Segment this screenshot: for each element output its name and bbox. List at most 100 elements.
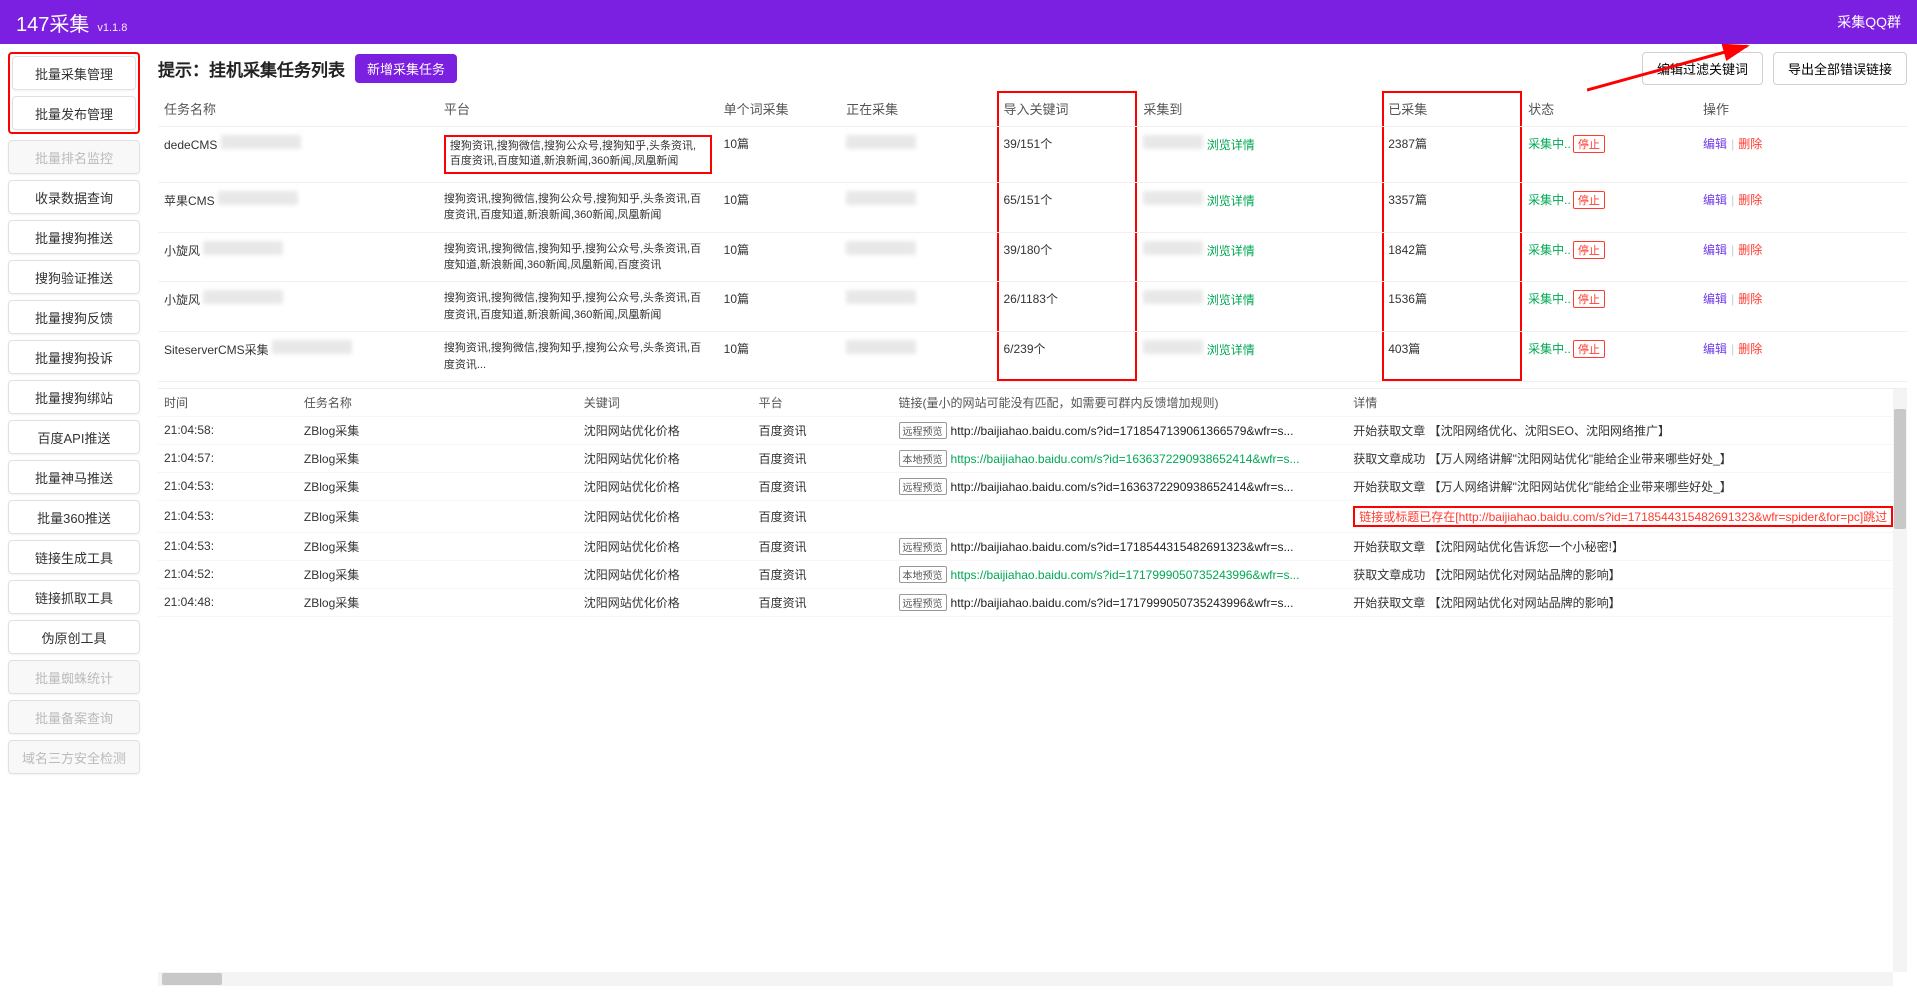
log-keyword: 沈阳网站优化价格 <box>578 560 753 588</box>
cell-collected-count: 403篇 <box>1382 332 1522 382</box>
log-url[interactable]: http://baijiahao.baidu.com/s?id=16363722… <box>951 480 1294 494</box>
sidebar-item[interactable]: 批量搜狗推送 <box>8 220 140 254</box>
sidebar-item[interactable]: 批量搜狗绑站 <box>8 380 140 414</box>
sidebar-item-collect-manage[interactable]: 批量采集管理 <box>12 56 136 90</box>
sidebar-item[interactable]: 批量搜狗投诉 <box>8 340 140 374</box>
sidebar-item[interactable]: 搜狗验证推送 <box>8 260 140 294</box>
sidebar: 批量采集管理 批量发布管理 批量排名监控收录数据查询批量搜狗推送搜狗验证推送批量… <box>0 44 148 994</box>
log-detail-highlight: 链接或标题已存在[http://baijiahao.baidu.com/s?id… <box>1353 506 1893 527</box>
cell-per-word: 10篇 <box>718 232 840 282</box>
app-header: 147采集 v1.1.8 采集QQ群 <box>0 0 1917 44</box>
edit-button[interactable]: 编辑 <box>1703 243 1727 257</box>
task-table: 任务名称 平台 单个词采集 正在采集 导入关键词 采集到 已采集 状态 操作 d… <box>158 91 1907 382</box>
log-url[interactable]: https://baijiahao.baidu.com/s?id=1717999… <box>951 568 1300 582</box>
log-keyword: 沈阳网站优化价格 <box>578 500 753 532</box>
preview-tag[interactable]: 远程预览 <box>899 538 947 555</box>
sidebar-item-publish-manage[interactable]: 批量发布管理 <box>12 96 136 130</box>
log-keyword: 沈阳网站优化价格 <box>578 472 753 500</box>
edit-filter-button[interactable]: 编辑过滤关键词 <box>1642 52 1763 85</box>
logcol-time: 时间 <box>158 389 298 417</box>
log-platform: 百度资讯 <box>753 560 893 588</box>
task-row: SiteserverCMS采集 搜狗资讯,搜狗微信,搜狗知乎,搜狗公众号,头条资… <box>158 332 1907 382</box>
preview-tag[interactable]: 远程预览 <box>899 422 947 439</box>
edit-button[interactable]: 编辑 <box>1703 342 1727 356</box>
stop-button[interactable]: 停止 <box>1573 191 1605 209</box>
col-per-word: 单个词采集 <box>718 91 840 127</box>
col-task-name: 任务名称 <box>158 91 438 127</box>
cell-collecting <box>840 232 997 282</box>
log-panel: 时间 任务名称 关键词 平台 链接(量小的网站可能没有匹配，如需要可群内反馈增加… <box>158 388 1907 986</box>
detail-link[interactable]: 浏览详情 <box>1207 293 1255 307</box>
sidebar-item[interactable]: 链接抓取工具 <box>8 580 140 614</box>
detail-link[interactable]: 浏览详情 <box>1207 194 1255 208</box>
log-detail: 开始获取文章 【万人网络讲解"沈阳网站优化"能给企业带来哪些好处_】 <box>1353 480 1732 494</box>
stop-button[interactable]: 停止 <box>1573 290 1605 308</box>
detail-link[interactable]: 浏览详情 <box>1207 244 1255 258</box>
stop-button[interactable]: 停止 <box>1573 340 1605 358</box>
sidebar-item[interactable]: 百度API推送 <box>8 420 140 454</box>
log-row: 21:04:57:ZBlog采集沈阳网站优化价格百度资讯本地预览https://… <box>158 444 1907 472</box>
preview-tag[interactable]: 远程预览 <box>899 594 947 611</box>
platform-highlight-box: 搜狗资讯,搜狗微信,搜狗公众号,搜狗知乎,头条资讯,百度资讯,百度知道,新浪新闻… <box>444 135 712 174</box>
log-url[interactable]: http://baijiahao.baidu.com/s?id=17185443… <box>951 540 1294 554</box>
cell-per-word: 10篇 <box>718 182 840 232</box>
delete-button[interactable]: 删除 <box>1738 292 1762 306</box>
cell-platform: 搜狗资讯,搜狗微信,搜狗公众号,搜狗知乎,头条资讯,百度资讯,百度知道,新浪新闻… <box>438 182 718 232</box>
log-task: ZBlog采集 <box>298 444 578 472</box>
log-time: 21:04:57: <box>158 444 298 472</box>
log-link: 远程预览 http://baijiahao.baidu.com/s?id=1718… <box>893 416 1348 444</box>
cell-imported-kw: 39/151个 <box>997 127 1137 183</box>
log-link: 远程预览 http://baijiahao.baidu.com/s?id=1717… <box>893 588 1348 616</box>
stop-button[interactable]: 停止 <box>1573 241 1605 259</box>
log-task: ZBlog采集 <box>298 416 578 444</box>
cell-task: 小旋风 <box>158 282 438 332</box>
log-task: ZBlog采集 <box>298 560 578 588</box>
cell-collected-count: 2387篇 <box>1382 127 1522 183</box>
app-title: 147采集 <box>16 8 89 37</box>
detail-link[interactable]: 浏览详情 <box>1207 138 1255 152</box>
sidebar-item[interactable]: 批量搜狗反馈 <box>8 300 140 334</box>
preview-tag[interactable]: 本地预览 <box>899 566 947 583</box>
preview-tag[interactable]: 远程预览 <box>899 478 947 495</box>
log-hscroll-thumb[interactable] <box>162 973 222 985</box>
sidebar-item[interactable]: 链接生成工具 <box>8 540 140 574</box>
cell-collecting <box>840 332 997 382</box>
cell-status: 采集中..停止 <box>1522 182 1697 232</box>
delete-button[interactable]: 删除 <box>1738 243 1762 257</box>
new-task-button[interactable]: 新增采集任务 <box>355 54 457 83</box>
log-hscroll-track[interactable] <box>158 972 1893 986</box>
log-platform: 百度资讯 <box>753 444 893 472</box>
edit-button[interactable]: 编辑 <box>1703 193 1727 207</box>
delete-button[interactable]: 删除 <box>1738 342 1762 356</box>
sidebar-item[interactable]: 伪原创工具 <box>8 620 140 654</box>
qq-group-link[interactable]: 采集QQ群 <box>1837 12 1901 32</box>
log-time: 21:04:52: <box>158 560 298 588</box>
edit-button[interactable]: 编辑 <box>1703 292 1727 306</box>
preview-tag[interactable]: 本地预览 <box>899 450 947 467</box>
sidebar-item[interactable]: 批量360推送 <box>8 500 140 534</box>
cell-imported-kw: 39/180个 <box>997 232 1137 282</box>
sidebar-item[interactable]: 收录数据查询 <box>8 180 140 214</box>
export-errors-button[interactable]: 导出全部错误链接 <box>1773 52 1907 85</box>
cell-task: 苹果CMS <box>158 182 438 232</box>
cell-collected-count: 3357篇 <box>1382 182 1522 232</box>
log-vscroll-track[interactable] <box>1893 389 1907 972</box>
sidebar-item[interactable]: 批量神马推送 <box>8 460 140 494</box>
delete-button[interactable]: 删除 <box>1738 193 1762 207</box>
log-detail-cell: 开始获取文章 【沈阳网站优化对网站品牌的影响】 <box>1347 588 1907 616</box>
sidebar-item: 批量蜘蛛统计 <box>8 660 140 694</box>
cell-collected-to: 浏览详情 <box>1137 282 1382 332</box>
log-time: 21:04:53: <box>158 532 298 560</box>
stop-button[interactable]: 停止 <box>1573 135 1605 153</box>
delete-button[interactable]: 删除 <box>1738 137 1762 151</box>
log-url[interactable]: http://baijiahao.baidu.com/s?id=17179990… <box>951 596 1294 610</box>
log-url[interactable]: http://baijiahao.baidu.com/s?id=17185471… <box>951 424 1294 438</box>
edit-button[interactable]: 编辑 <box>1703 137 1727 151</box>
cell-imported-kw: 65/151个 <box>997 182 1137 232</box>
cell-collected-count: 1536篇 <box>1382 282 1522 332</box>
col-actions: 操作 <box>1697 91 1907 127</box>
detail-link[interactable]: 浏览详情 <box>1207 343 1255 357</box>
log-url[interactable]: https://baijiahao.baidu.com/s?id=1636372… <box>951 452 1300 466</box>
sidebar-highlight-box: 批量采集管理 批量发布管理 <box>8 52 140 134</box>
log-vscroll-thumb[interactable] <box>1894 409 1906 529</box>
